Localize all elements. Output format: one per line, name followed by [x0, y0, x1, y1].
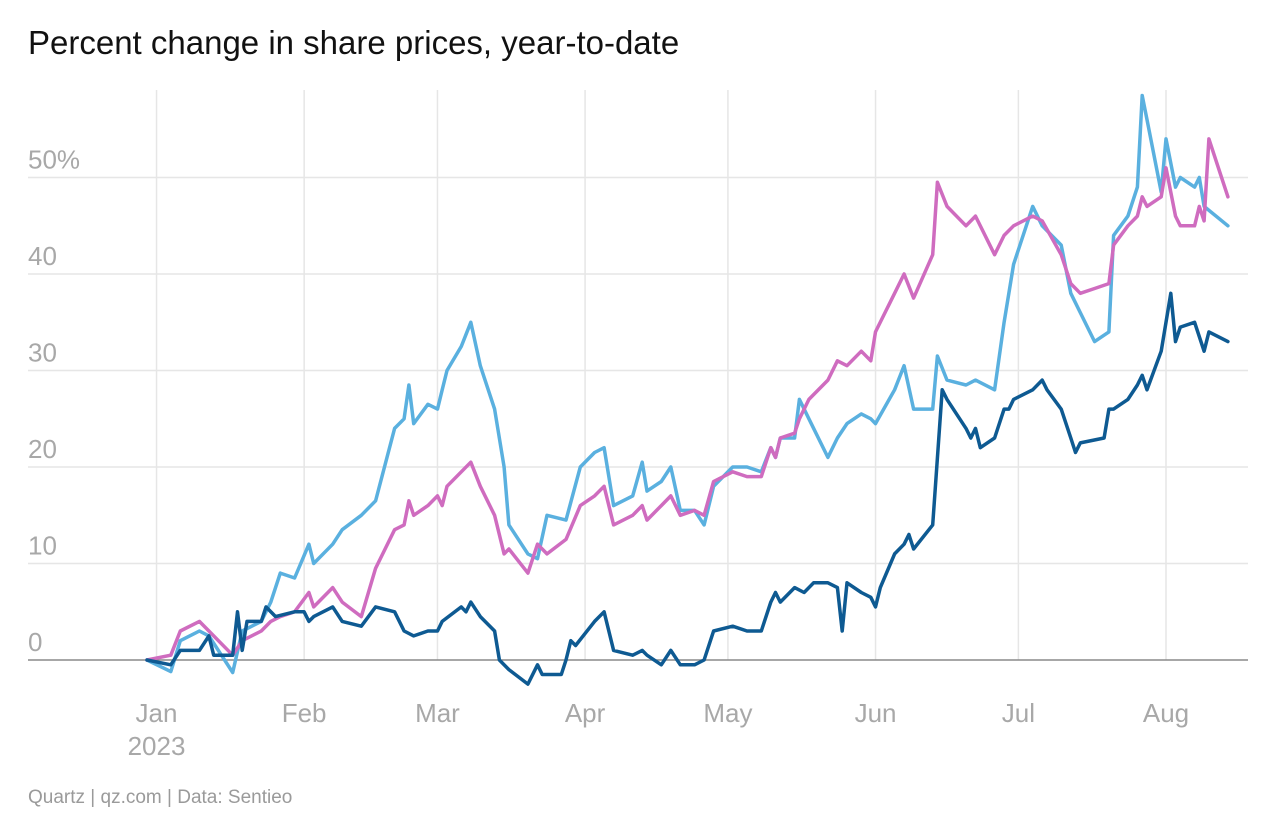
x-tick-label: Jul	[1002, 698, 1035, 728]
gridlines	[28, 90, 1248, 661]
x-tick-label: Apr	[565, 698, 606, 728]
y-tick-label: 30	[28, 338, 57, 368]
y-tick-label: 40	[28, 241, 57, 271]
x-tick-label: Jun	[855, 698, 897, 728]
source-note: Quartz | qz.com | Data: Sentieo	[28, 787, 293, 808]
chart-title: Percent change in share prices, year-to-…	[28, 24, 680, 61]
y-axis-labels: 0 10 20 30 40 50%	[28, 145, 80, 658]
series-line-3	[145, 291, 1230, 686]
y-tick-label: 20	[28, 434, 57, 464]
y-tick-label: 10	[28, 531, 57, 561]
y-tick-label: 0	[28, 627, 42, 657]
x-tick-label: May	[703, 698, 752, 728]
x-tick-label: Feb	[282, 698, 327, 728]
series-line-2	[145, 137, 1230, 662]
y-tick-label: 50%	[28, 145, 80, 175]
series-lines	[145, 93, 1230, 686]
x-tick-label: Jan	[136, 698, 178, 728]
series-line-1	[145, 93, 1230, 675]
x-tick-sublabel: 2023	[128, 731, 186, 761]
x-tick-label: Aug	[1143, 698, 1189, 728]
x-tick-label: Mar	[415, 698, 460, 728]
